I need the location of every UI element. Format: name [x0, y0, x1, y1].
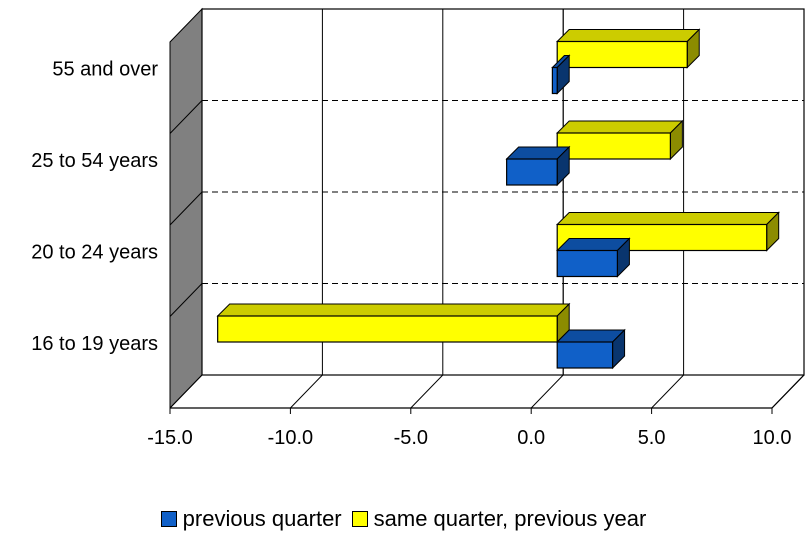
bars	[216, 28, 780, 370]
legend-item-series-2: same quarter, previous year	[351, 506, 647, 532]
category-label: 20 to 24 years	[31, 241, 158, 263]
gridlines	[169, 9, 805, 414]
floor-gridline	[651, 374, 684, 409]
legend: previous quarter same quarter, previous …	[0, 506, 807, 532]
bar-top-face	[555, 29, 701, 42]
legend-label-series-2: same quarter, previous year	[373, 506, 647, 531]
category-label: 55 and over	[52, 58, 158, 80]
bar-front-face	[556, 132, 671, 160]
bar-front-face	[556, 249, 619, 278]
floor-gridline	[771, 374, 805, 409]
floor-gridline	[410, 374, 444, 409]
floor-gridline	[290, 374, 323, 409]
bar-front-face	[556, 40, 688, 69]
side-wall-gridline	[169, 191, 203, 226]
y-axis-category-labels: 16 to 19 years 20 to 24 years 25 to 54 yea…	[31, 58, 158, 355]
x-tick-label: -15.0	[147, 427, 193, 449]
legend-swatch-series-2	[351, 511, 368, 527]
category-label: 25 to 54 years	[31, 150, 158, 172]
legend-swatch-series-1	[160, 511, 177, 527]
bar-same-quarter-previous-year-2	[555, 119, 684, 161]
bar-front-face	[551, 66, 558, 95]
bar-previous-quarter-0	[555, 328, 626, 370]
legend-label-series-1: previous quarter	[182, 506, 342, 531]
bar-front-face	[556, 341, 614, 369]
x-tick-label: -5.0	[394, 427, 428, 449]
side-wall-gridline	[169, 283, 203, 317]
bar-front-face	[506, 158, 558, 186]
chart: -15.0 -10.0 -5.0 0.0 5.0 10.0 16 to 19 years 2…	[31, 7, 805, 449]
x-axis-tick-labels: -15.0 -10.0 -5.0 0.0 5.0 10.0	[147, 427, 791, 449]
side-wall-gridline	[169, 100, 203, 134]
bar-front-face	[217, 315, 558, 343]
floor-gridline	[169, 374, 203, 409]
x-tick-label: 10.0	[753, 427, 792, 449]
x-tick-label: -10.0	[268, 427, 314, 449]
bar-same-quarter-previous-year-1	[555, 211, 780, 252]
chart-walls	[169, 7, 805, 410]
x-tick-label: 0.0	[517, 427, 545, 449]
bar-same-quarter-previous-year-0	[216, 302, 571, 344]
x-tick-label: 5.0	[638, 427, 666, 449]
bar-same-quarter-previous-year-3	[555, 28, 701, 69]
bar-top-face	[555, 120, 684, 134]
bar-top-face	[216, 303, 571, 317]
bar-previous-quarter-1	[555, 237, 631, 278]
category-label: 16 to 19 years	[31, 333, 158, 355]
bar-top-face	[555, 212, 780, 225]
floor-gridline	[530, 374, 564, 409]
bar-previous-quarter-3	[551, 54, 571, 95]
legend-item-series-1: previous quarter	[160, 506, 342, 532]
bar-previous-quarter-2	[505, 145, 571, 187]
